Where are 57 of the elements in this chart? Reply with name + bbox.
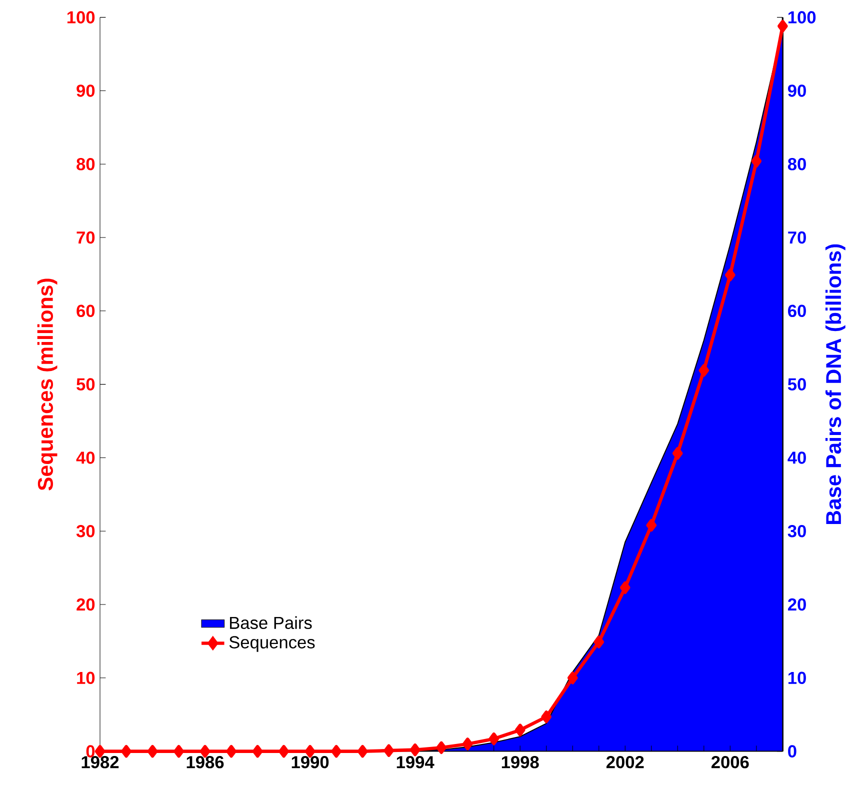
y-tick-label: 20 bbox=[76, 598, 95, 611]
point bbox=[488, 732, 500, 746]
x-tick-label: 2006 bbox=[711, 756, 749, 768]
point bbox=[778, 20, 788, 32]
point bbox=[226, 744, 236, 758]
point bbox=[724, 268, 736, 282]
y-tick-label: 10 bbox=[77, 672, 95, 684]
x-tick-label: 1994 bbox=[396, 756, 434, 768]
legend-label: Base Pairs bbox=[230, 616, 312, 630]
y-tick-label: 90 bbox=[76, 84, 95, 97]
y-tick-label: 80 bbox=[76, 158, 95, 170]
point bbox=[567, 672, 578, 684]
point bbox=[252, 744, 263, 758]
point bbox=[436, 741, 447, 754]
point bbox=[646, 518, 657, 532]
x-tick-label: 1982 bbox=[82, 756, 119, 768]
x-tick-label: 1990 bbox=[292, 756, 329, 768]
y2-tick-label: 80 bbox=[788, 158, 806, 170]
y2-tick-label: 90 bbox=[788, 84, 806, 97]
y-axis-title: Sequences (millions) bbox=[37, 278, 58, 490]
y2-axis-title: Base Pairs of DNA (billions) bbox=[825, 244, 846, 524]
point bbox=[698, 364, 710, 377]
y2-tick-label: 100 bbox=[788, 11, 816, 24]
legend-label: Sequences bbox=[229, 636, 315, 652]
point bbox=[410, 744, 420, 756]
point bbox=[331, 744, 342, 758]
x-tick-label: 1998 bbox=[502, 756, 539, 768]
y2-tick-label: 50 bbox=[788, 378, 806, 390]
y-tick-label: 50 bbox=[76, 378, 95, 390]
y-tick-label: 30 bbox=[76, 524, 95, 538]
point bbox=[541, 710, 552, 724]
y2-tick-label: 10 bbox=[788, 672, 806, 684]
point bbox=[278, 744, 289, 758]
point bbox=[174, 744, 184, 758]
y2-tick-label: 40 bbox=[788, 452, 806, 464]
y-tick-label: 0 bbox=[86, 745, 95, 758]
x-tick-label: 2002 bbox=[606, 756, 644, 768]
point bbox=[751, 154, 762, 168]
point bbox=[357, 744, 368, 758]
point bbox=[594, 636, 604, 648]
y-tick-label: 70 bbox=[76, 231, 95, 244]
y-tick-label: 40 bbox=[76, 452, 95, 464]
y2-tick-label: 70 bbox=[788, 231, 806, 244]
x-tick-label: 1986 bbox=[186, 756, 224, 768]
point bbox=[514, 724, 526, 736]
point bbox=[462, 738, 473, 750]
y2-tick-label: 30 bbox=[788, 524, 806, 538]
y-tick-label: 60 bbox=[76, 304, 95, 318]
point bbox=[620, 581, 630, 594]
y2-tick-label: 60 bbox=[788, 304, 806, 318]
y2-tick-label: 20 bbox=[788, 598, 806, 611]
y-tick-label: 100 bbox=[67, 11, 95, 24]
point bbox=[147, 744, 158, 758]
y2-tick-label: 0 bbox=[788, 745, 796, 758]
point bbox=[384, 744, 394, 757]
point bbox=[672, 446, 683, 460]
point bbox=[121, 744, 132, 758]
